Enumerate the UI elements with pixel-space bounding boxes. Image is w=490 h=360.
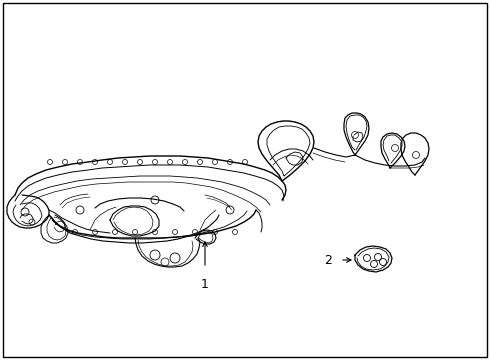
- Text: 2: 2: [324, 253, 332, 266]
- Text: 1: 1: [201, 278, 209, 291]
